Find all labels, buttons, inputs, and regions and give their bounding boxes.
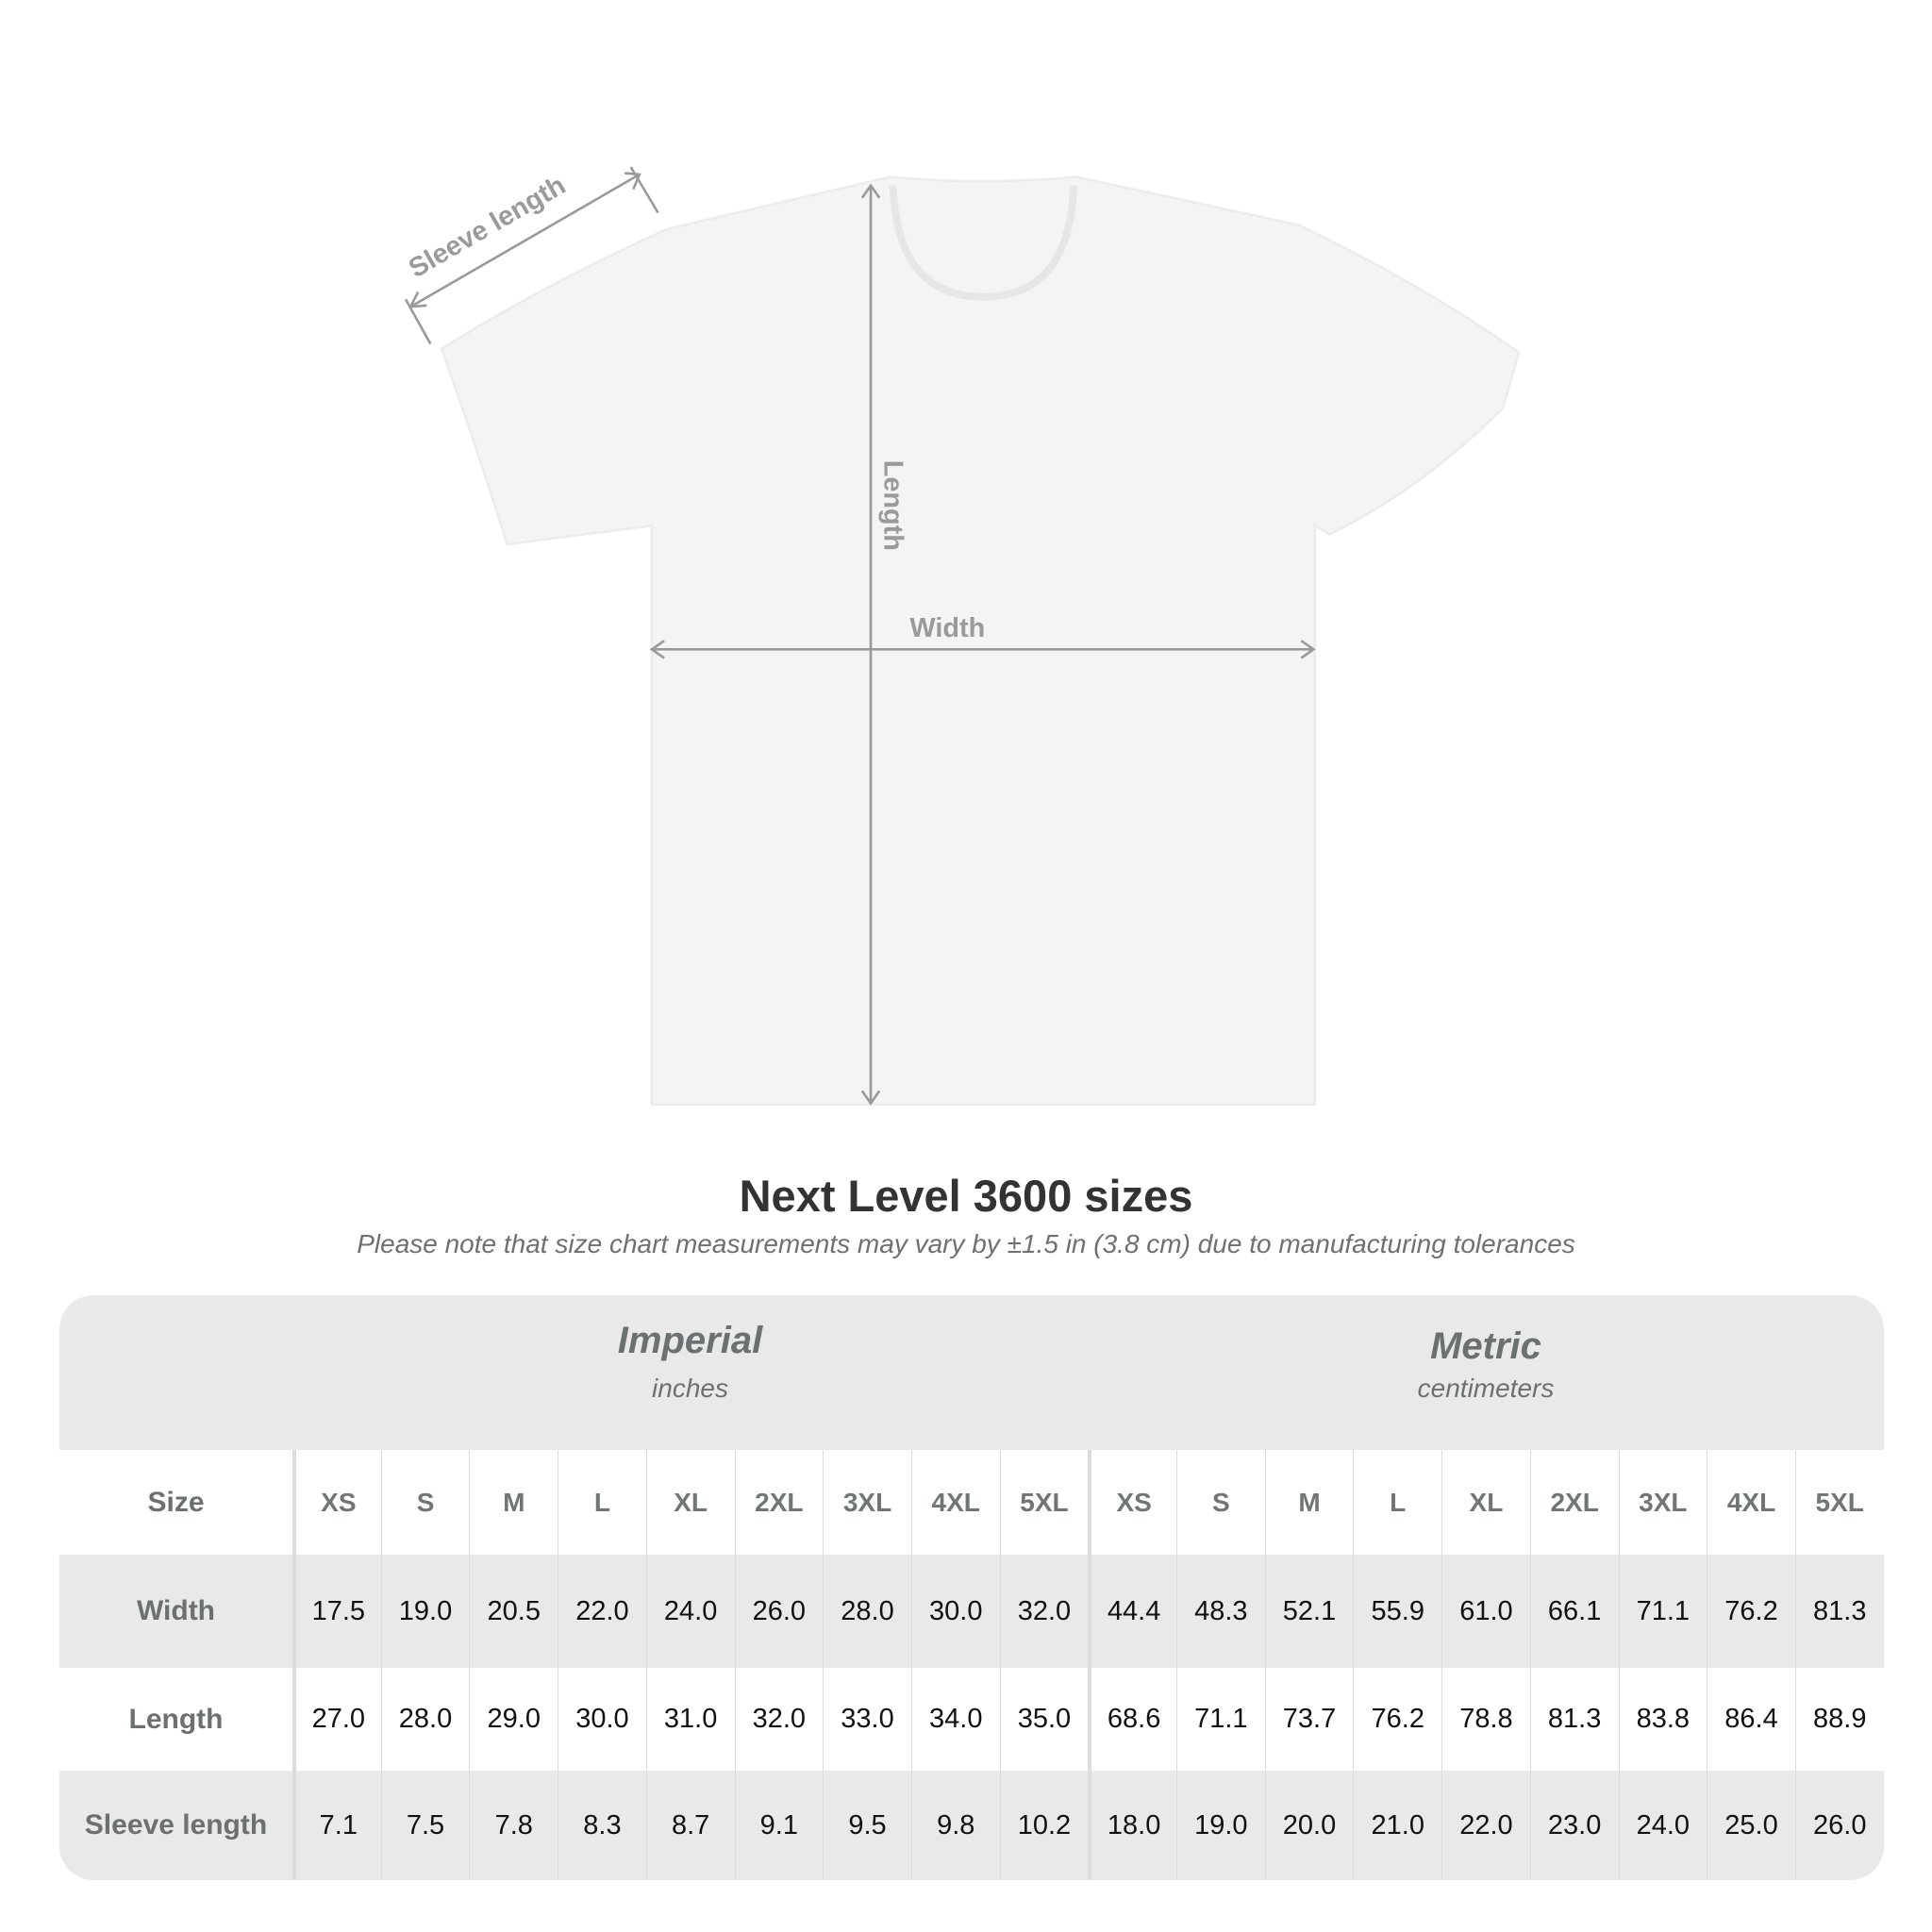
row-label: Width bbox=[136, 1595, 216, 1626]
row-label: Size bbox=[147, 1486, 205, 1518]
size-row: Size XS S M L XL 2XL 3XL 4XL 5XL XS S M L XL 2XL 3XL 4XL 5… bbox=[59, 1450, 1884, 1555]
value-cell: 7.5 bbox=[380, 1771, 470, 1880]
size-header-cell: 2XL bbox=[734, 1450, 824, 1555]
sleeve-length-label: Sleeve length bbox=[404, 170, 571, 284]
size-header-cell: 4XL bbox=[1707, 1450, 1795, 1555]
value-cell: 88.9 bbox=[1794, 1668, 1884, 1771]
value-cell: 19.0 bbox=[380, 1555, 470, 1668]
value-cell: 7.1 bbox=[292, 1771, 381, 1880]
value-cell: 24.0 bbox=[645, 1555, 735, 1668]
value-cell: 18.0 bbox=[1088, 1771, 1176, 1880]
row-label: Length bbox=[128, 1703, 224, 1735]
metric-unit: centimeters bbox=[1417, 1374, 1555, 1403]
measurement-row: Width 17.5 19.0 20.5 22.0 24.0 26.0 28.0 30.0 32.… bbox=[59, 1555, 1884, 1668]
tshirt-shape bbox=[440, 175, 1521, 1107]
value-cell: 31.0 bbox=[645, 1668, 735, 1771]
size-header-cell: 5XL bbox=[999, 1450, 1089, 1555]
value-cell: 28.0 bbox=[380, 1668, 470, 1771]
value-cell: 71.1 bbox=[1176, 1668, 1265, 1771]
size-header-cell: XL bbox=[645, 1450, 735, 1555]
measurement-row: Length 27.0 28.0 29.0 30.0 31.0 32.0 33.0 34.0 35… bbox=[59, 1668, 1884, 1771]
value-cell: 86.4 bbox=[1707, 1668, 1795, 1771]
value-cell: 78.8 bbox=[1441, 1668, 1530, 1771]
page-title: Next Level 3600 sizes bbox=[739, 1171, 1193, 1221]
imperial-unit: inches bbox=[652, 1374, 728, 1403]
value-cell: 22.0 bbox=[558, 1555, 646, 1668]
value-cell: 22.0 bbox=[1441, 1771, 1530, 1880]
imperial-header: Imperial inches bbox=[292, 1295, 1088, 1450]
value-cell: 24.0 bbox=[1618, 1771, 1707, 1880]
value-cell: 27.0 bbox=[292, 1668, 381, 1771]
value-cell: 52.1 bbox=[1264, 1555, 1354, 1668]
value-cell: 17.5 bbox=[292, 1555, 381, 1668]
value-cell: 26.0 bbox=[1794, 1771, 1884, 1880]
row-label: Sleeve length bbox=[84, 1809, 268, 1840]
value-cell: 73.7 bbox=[1264, 1668, 1354, 1771]
value-cell: 26.0 bbox=[734, 1555, 824, 1668]
value-cell: 21.0 bbox=[1353, 1771, 1441, 1880]
size-header-cell: XL bbox=[1441, 1450, 1530, 1555]
collar bbox=[889, 185, 1078, 301]
value-cell: 76.2 bbox=[1707, 1555, 1795, 1668]
value-cell: 61.0 bbox=[1441, 1555, 1530, 1668]
size-header-cell: XS bbox=[1088, 1450, 1176, 1555]
value-cell: 9.5 bbox=[823, 1771, 911, 1880]
value-cell: 83.8 bbox=[1618, 1668, 1707, 1771]
imperial-title: Imperial bbox=[617, 1320, 763, 1361]
value-cell: 8.3 bbox=[558, 1771, 646, 1880]
size-table: Imperial inches Metric centimeters Size X… bbox=[59, 1295, 1884, 1880]
value-cell: 48.3 bbox=[1176, 1555, 1265, 1668]
size-header-cell: 5XL bbox=[1794, 1450, 1884, 1555]
value-cell: 34.0 bbox=[910, 1668, 1000, 1771]
value-cell: 23.0 bbox=[1529, 1771, 1619, 1880]
size-header-cell: XS bbox=[292, 1450, 381, 1555]
value-cell: 7.8 bbox=[469, 1771, 558, 1880]
value-cell: 66.1 bbox=[1529, 1555, 1619, 1668]
size-header-cell: 3XL bbox=[823, 1450, 911, 1555]
value-cell: 32.0 bbox=[999, 1555, 1089, 1668]
value-cell: 71.1 bbox=[1618, 1555, 1707, 1668]
size-header-cell: S bbox=[1176, 1450, 1265, 1555]
value-cell: 30.0 bbox=[910, 1555, 1000, 1668]
length-label: Length bbox=[877, 460, 908, 551]
value-cell: 32.0 bbox=[734, 1668, 824, 1771]
value-cell: 30.0 bbox=[558, 1668, 646, 1771]
value-cell: 8.7 bbox=[645, 1771, 735, 1880]
value-cell: 28.0 bbox=[823, 1555, 911, 1668]
measurement-row: Sleeve length 7.1 7.5 7.8 8.3 8.7 9.1 9.5 9.8 10.… bbox=[59, 1771, 1884, 1880]
value-cell: 55.9 bbox=[1353, 1555, 1441, 1668]
value-cell: 9.8 bbox=[910, 1771, 1000, 1880]
value-cell: 29.0 bbox=[469, 1668, 558, 1771]
value-cell: 81.3 bbox=[1794, 1555, 1884, 1668]
size-header-cell: M bbox=[1264, 1450, 1354, 1555]
value-cell: 20.5 bbox=[469, 1555, 558, 1668]
value-cell: 35.0 bbox=[999, 1668, 1089, 1771]
value-cell: 25.0 bbox=[1707, 1771, 1795, 1880]
size-header-cell: L bbox=[1353, 1450, 1441, 1555]
size-header-cell: 3XL bbox=[1618, 1450, 1707, 1555]
value-cell: 44.4 bbox=[1088, 1555, 1176, 1668]
size-header-cell: M bbox=[469, 1450, 558, 1555]
metric-title: Metric bbox=[1430, 1325, 1541, 1367]
width-label: Width bbox=[909, 613, 985, 643]
metric-header: Metric centimeters bbox=[1088, 1295, 1884, 1450]
size-header-cell: 2XL bbox=[1529, 1450, 1619, 1555]
value-cell: 20.0 bbox=[1264, 1771, 1354, 1880]
value-cell: 76.2 bbox=[1353, 1668, 1441, 1771]
value-cell: 9.1 bbox=[734, 1771, 824, 1880]
size-header-cell: S bbox=[380, 1450, 470, 1555]
size-header-cell: L bbox=[558, 1450, 646, 1555]
value-cell: 10.2 bbox=[999, 1771, 1089, 1880]
value-cell: 81.3 bbox=[1529, 1668, 1619, 1771]
value-cell: 68.6 bbox=[1088, 1668, 1176, 1771]
value-cell: 33.0 bbox=[823, 1668, 911, 1771]
value-cell: 19.0 bbox=[1176, 1771, 1265, 1880]
tolerance-note: Please note that size chart measurements… bbox=[357, 1229, 1575, 1258]
size-header-cell: 4XL bbox=[910, 1450, 1000, 1555]
sleeve-arrow bbox=[409, 173, 641, 308]
